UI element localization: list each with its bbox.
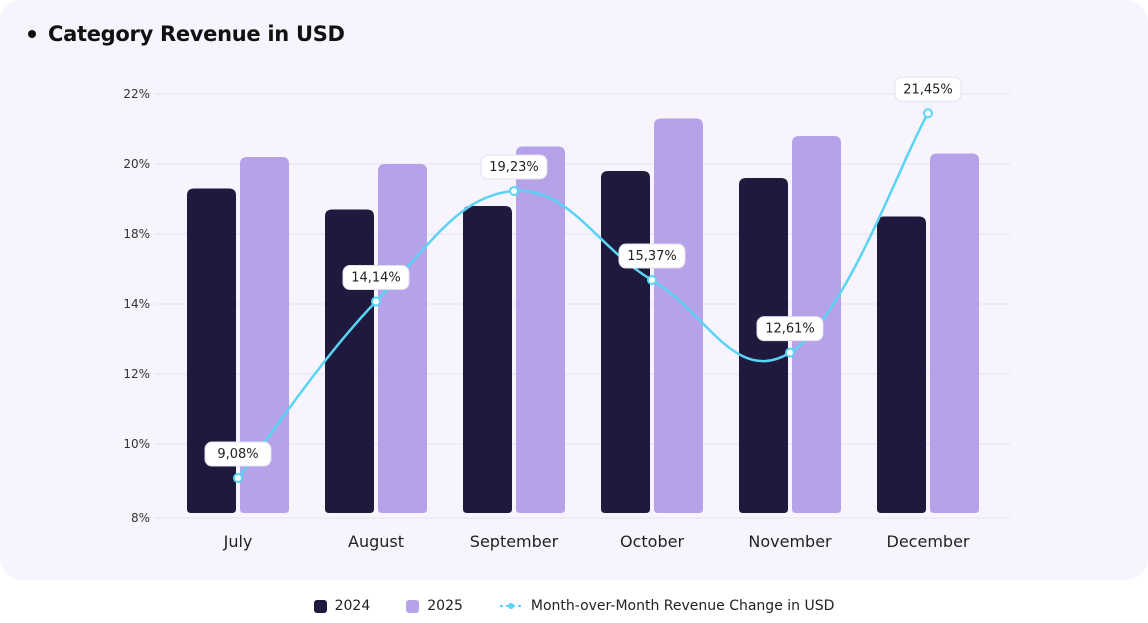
line-point <box>785 347 795 358</box>
data-label-box <box>618 243 686 269</box>
x-tick-label: December <box>887 532 970 551</box>
legend-label-2024: 2024 <box>334 598 371 614</box>
line-point <box>371 296 381 307</box>
bar-2025 <box>654 118 703 513</box>
data-label-box <box>342 265 410 291</box>
data-label: 9,08% <box>217 447 258 462</box>
line-point <box>647 275 657 286</box>
data-label: 19,23% <box>489 160 539 175</box>
y-tick-label: 14% <box>123 297 150 311</box>
y-tick-label: 12% <box>123 367 150 381</box>
legend-line-icon <box>499 603 522 609</box>
bar-2024 <box>187 188 236 513</box>
line-point <box>923 108 933 119</box>
bar-2025 <box>516 146 565 513</box>
line-point <box>509 185 519 196</box>
x-tick-label: July <box>223 532 253 551</box>
legend-item-2025[interactable]: 2025 <box>406 598 463 614</box>
bar-2025 <box>378 164 427 513</box>
legend-label-line: Month-over-Month Revenue Change in USD <box>530 598 835 614</box>
x-tick-label: August <box>348 532 404 551</box>
y-tick-label: 22% <box>123 87 150 101</box>
line-point <box>233 473 243 484</box>
bar-2024 <box>325 209 374 513</box>
bar-2024 <box>601 171 650 513</box>
data-label: 15,37% <box>627 249 677 264</box>
y-tick-label: 10% <box>123 437 150 451</box>
chart-svg: 8% 10% 12% 14% 18% 20% 22% July August September O… <box>123 76 1010 551</box>
legend-item-line[interactable]: Month-over-Month Revenue Change in USD <box>499 598 835 614</box>
data-label: 14,14% <box>351 271 401 286</box>
x-tick-label: September <box>470 532 559 551</box>
y-tick-label: 18% <box>123 227 150 241</box>
chart-legend: 2024 2025 Month-over-Month Revenue Chang… <box>0 598 1148 614</box>
data-label: 12,61% <box>765 322 815 337</box>
data-label: 21,45% <box>903 82 953 97</box>
line-series <box>237 112 930 479</box>
data-label-box <box>204 441 272 467</box>
data-label-box <box>756 316 824 342</box>
data-label-box <box>894 76 962 102</box>
y-tick-label: 8% <box>131 511 150 525</box>
title-row: Category Revenue in USD <box>28 22 345 46</box>
legend-swatch-2024 <box>313 599 327 613</box>
bullet-icon <box>28 30 36 38</box>
legend-swatch-2025 <box>406 599 420 613</box>
bar-2025 <box>930 153 979 513</box>
legend-label-2025: 2025 <box>427 598 463 614</box>
bar-2024 <box>739 178 788 513</box>
bar-2024 <box>463 206 512 513</box>
data-label-box <box>480 154 548 180</box>
y-tick-label: 20% <box>123 157 150 171</box>
x-tick-label: October <box>620 532 684 551</box>
bar-2024 <box>877 216 926 513</box>
legend-item-2024[interactable]: 2024 <box>313 598 371 614</box>
chart-title: Category Revenue in USD <box>48 22 345 46</box>
x-tick-label: November <box>748 532 832 551</box>
